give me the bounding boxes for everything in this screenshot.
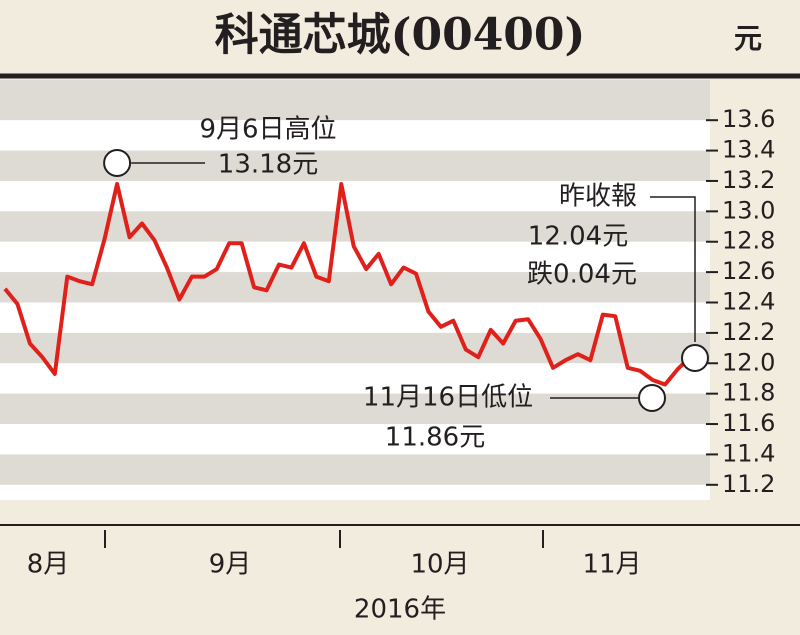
y-tick-label: 13.0 [722,196,775,224]
annotation-text: 11月16日低位 [363,383,533,413]
stripe [0,80,710,105]
annotation-marker [103,149,132,177]
y-tick-label: 11.2 [722,470,775,498]
y-tick-label: 13.6 [722,105,775,133]
stripe [0,363,710,394]
annotation-text: 13.18元 [218,150,318,180]
stripe [0,211,710,242]
stripe [0,424,710,455]
stripe [0,120,710,151]
price-line [3,182,692,387]
annotation-text: 跌0.04元 [527,260,637,290]
x-tick-label: 10月 [410,550,469,580]
y-tick-label: 12.2 [722,318,775,346]
stripes [0,80,710,500]
x-tick-label: 9月 [209,550,252,580]
stripe [0,332,710,364]
stripe [0,454,710,485]
y-tick-label: 11.8 [722,379,775,407]
y-tick-label: 11.6 [722,409,775,437]
stripe [0,272,710,303]
y-tick-label: 12.0 [722,348,775,376]
y-tick-label: 12.8 [722,227,775,255]
annotation-marker [638,384,666,412]
annotation-marker [681,344,709,372]
y-tick-label: 12.4 [722,288,775,316]
x-tick-label: 8月 [27,550,70,580]
x-tick-label: 11月 [582,550,641,580]
x-axis-label: 2016年 [354,595,446,625]
annotation-text: 昨收報 [559,182,637,212]
stripe [0,105,710,121]
unit: 元 [734,22,762,55]
annotation-text: 12.04元 [528,222,628,252]
annotation-text: 9月6日高位 [199,115,336,145]
y-tick-label: 13.4 [722,136,775,164]
annotation-text: 11.86元 [385,423,485,453]
chart-title: 科通芯城(00400) [215,10,586,61]
stripe [0,484,710,500]
stripe [0,302,710,333]
y-tick-label: 12.6 [722,257,775,285]
y-tick-label: 11.4 [722,439,775,467]
y-tick-label: 13.2 [722,166,775,194]
leader-line [650,196,696,342]
